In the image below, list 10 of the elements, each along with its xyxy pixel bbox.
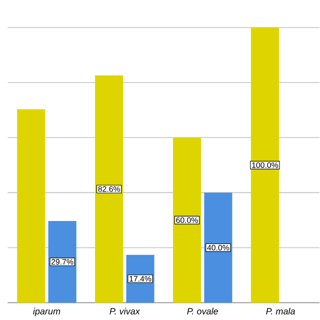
bar [250, 28, 279, 303]
x-tick-label: P. ovale [187, 308, 218, 314]
bar [173, 138, 202, 303]
bar [204, 192, 232, 303]
x-tick-label: iparum [33, 308, 60, 316]
bar [95, 75, 124, 303]
x-tick-label: P. vivax [110, 308, 140, 314]
bar [17, 109, 46, 303]
x-tick-label: P. mala [266, 308, 295, 314]
bar [48, 220, 76, 303]
